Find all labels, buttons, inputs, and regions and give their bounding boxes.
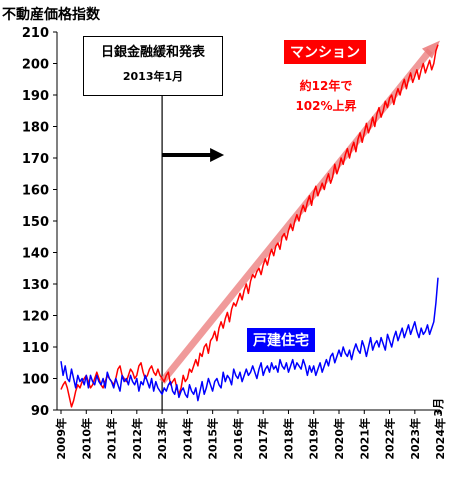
y-tick-label: 150 [22,215,49,230]
series-label-house: 戸建住宅 [247,328,315,352]
series-line-mansion [60,44,439,408]
y-tick-label: 130 [22,278,49,293]
y-tick-label: 100 [22,373,49,388]
x-end-label: 3月 [432,398,445,417]
x-tick-label: 2015年 [206,418,220,460]
series-line-house [60,277,439,402]
y-axis: 90 100 110 120 130 140 150 160 170 180 190 200 210 [22,26,58,419]
x-tick-label: 2013年 [155,418,169,460]
x-tick-label: 2017年 [256,418,270,460]
y-tick-label: 190 [22,89,49,104]
x-tick-label: 2011年 [105,418,119,460]
event-date: 2013年1月 [122,70,184,83]
x-tick-label: 2020年 [332,418,346,460]
x-tick-label: 2019年 [307,418,321,460]
x-tick-label: 2024年 [433,418,447,460]
chart-title: 不動産価格指数 [2,7,100,23]
x-axis: 2009年 2010年 2011年 2012年 2013年 2014年 2015年 2016年… [54,398,447,460]
x-tick-label: 2010年 [79,418,93,460]
mansion-note-line1: 約12年で [299,79,353,93]
x-tick-label: 2012年 [130,418,144,460]
x-tick-label: 2021年 [357,418,371,460]
event-annotation-box: 日銀金融緩和発表 2013年1月 [83,36,223,96]
y-tick-label: 180 [22,121,49,136]
trend-arrow-head [422,40,440,59]
y-tick-label: 90 [31,404,49,419]
series-label-mansion: マンション [284,40,366,64]
x-tick-label: 2023年 [408,418,422,460]
x-tick-label: 2014年 [180,418,194,460]
event-arrow-head [210,148,225,162]
x-tick-label: 2022年 [383,418,397,460]
mansion-note-line2: 102%上昇 [295,99,357,113]
x-tick-label: 2018年 [281,418,295,460]
y-tick-label: 170 [22,152,49,167]
plot-area [60,40,440,410]
event-title: 日銀金融緩和発表 [100,45,205,60]
x-tick-label: 2009年 [54,418,68,460]
y-tick-label: 140 [22,247,49,262]
x-tick-label: 2016年 [231,418,245,460]
y-tick-label: 200 [22,58,49,73]
y-tick-label: 120 [22,310,49,325]
y-tick-label: 210 [22,26,49,41]
y-tick-label: 160 [22,184,49,199]
y-tick-label: 110 [22,341,49,356]
mansion-increase-note: 約12年で 102%上昇 [276,76,376,116]
